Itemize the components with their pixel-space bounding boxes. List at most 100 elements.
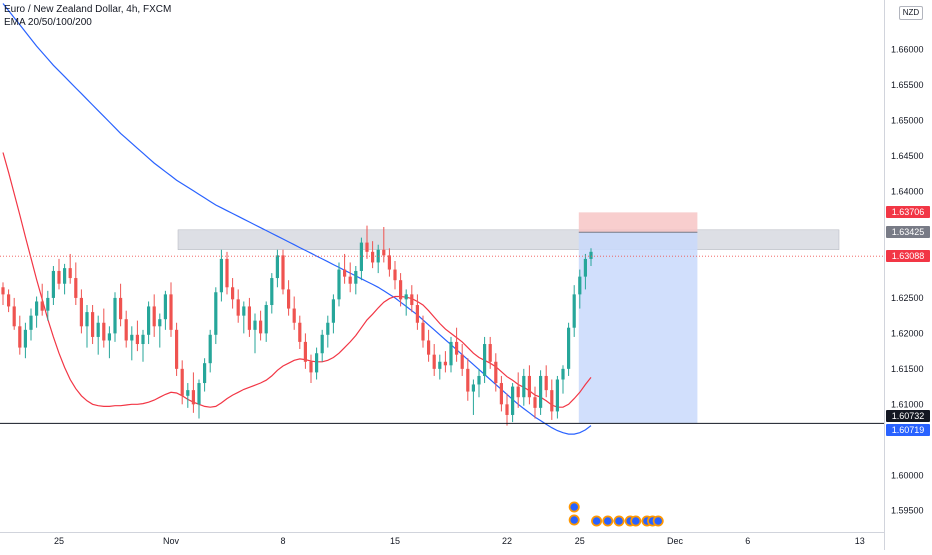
price-label-last: 1.63088 bbox=[886, 250, 930, 263]
indicator-legend[interactable]: EMA 20/50/100/200 bbox=[4, 17, 92, 28]
time-tick-label: 25 bbox=[54, 536, 64, 546]
candle bbox=[191, 372, 195, 413]
candle bbox=[516, 372, 520, 408]
candle bbox=[292, 296, 296, 330]
event-marker-icon[interactable] bbox=[568, 514, 580, 526]
candle-body bbox=[51, 270, 55, 298]
candle bbox=[186, 383, 190, 408]
candle-body bbox=[225, 258, 229, 288]
candle-body bbox=[119, 297, 123, 320]
candle-body bbox=[410, 294, 414, 306]
candle bbox=[214, 287, 218, 345]
candle bbox=[303, 333, 307, 369]
candle bbox=[219, 249, 223, 302]
candle bbox=[130, 326, 134, 361]
candle bbox=[320, 329, 324, 362]
candle-body bbox=[12, 306, 16, 327]
event-marker-icon[interactable] bbox=[630, 515, 642, 527]
candle bbox=[494, 353, 498, 392]
candle-body bbox=[7, 294, 11, 307]
candle-body bbox=[348, 276, 352, 284]
candle-body bbox=[460, 354, 464, 369]
candle-body bbox=[354, 270, 358, 284]
ema-fast-line bbox=[2, 152, 592, 408]
candle bbox=[550, 379, 554, 420]
candle bbox=[578, 269, 582, 309]
candle bbox=[449, 336, 453, 373]
event-dot bbox=[615, 517, 623, 525]
candle-body bbox=[270, 278, 274, 306]
event-marker-icon[interactable] bbox=[613, 515, 625, 527]
candle-body bbox=[298, 322, 302, 342]
candle-body bbox=[79, 297, 83, 327]
candle-body bbox=[309, 361, 313, 373]
candle-body bbox=[158, 319, 162, 327]
candle bbox=[175, 322, 179, 376]
candle-body bbox=[191, 390, 195, 405]
candle bbox=[29, 308, 33, 341]
price-tick-label: 1.65000 bbox=[891, 116, 924, 126]
candle-body bbox=[371, 251, 375, 263]
candle bbox=[589, 248, 593, 266]
candle bbox=[203, 358, 207, 392]
candle-body bbox=[578, 276, 582, 295]
candle bbox=[46, 290, 50, 321]
price-tick-label: 1.62500 bbox=[891, 293, 924, 303]
candle-body bbox=[471, 384, 475, 392]
candle-body bbox=[29, 315, 33, 330]
candle-body bbox=[74, 278, 78, 298]
candle-body bbox=[85, 312, 89, 327]
price-label-support: 1.60732 bbox=[886, 410, 930, 423]
price-tick-label: 1.66000 bbox=[891, 45, 924, 55]
event-marker-icon[interactable] bbox=[602, 515, 614, 527]
candle-body bbox=[63, 268, 67, 284]
price-tick-label: 1.64500 bbox=[891, 151, 924, 161]
candle bbox=[455, 327, 459, 362]
event-marker-icon[interactable] bbox=[652, 515, 664, 527]
candle-body bbox=[180, 368, 184, 396]
candle bbox=[242, 301, 246, 334]
candle-body bbox=[432, 354, 436, 369]
event-marker-icon[interactable] bbox=[568, 501, 580, 513]
candle-body bbox=[449, 341, 453, 366]
candle-body bbox=[281, 255, 285, 290]
candle-body bbox=[477, 375, 481, 385]
candle-body bbox=[242, 306, 246, 316]
candle bbox=[119, 283, 123, 327]
price-label-entry: 1.63425 bbox=[886, 226, 930, 239]
candle bbox=[23, 322, 27, 359]
candle bbox=[365, 225, 369, 259]
time-tick-label: 25 bbox=[575, 536, 585, 546]
candle bbox=[40, 283, 44, 316]
candle bbox=[51, 266, 55, 306]
candle-body bbox=[539, 375, 543, 408]
candle-body bbox=[399, 280, 403, 300]
candle-body bbox=[107, 333, 111, 341]
price-tick-label: 1.59500 bbox=[891, 506, 924, 516]
candle-body bbox=[163, 294, 167, 320]
candle-body bbox=[527, 375, 531, 398]
event-dot bbox=[570, 516, 578, 524]
event-marker-icon[interactable] bbox=[591, 515, 603, 527]
candle bbox=[382, 226, 386, 263]
candle bbox=[371, 241, 375, 269]
candle bbox=[483, 336, 487, 384]
plot-area bbox=[0, 0, 884, 532]
candle bbox=[399, 273, 403, 307]
candle bbox=[96, 315, 100, 355]
currency-badge[interactable]: NZD bbox=[899, 6, 923, 20]
ema-slow-line bbox=[2, 3, 592, 435]
price-tick-label: 1.61500 bbox=[891, 364, 924, 374]
price-tick-label: 1.65500 bbox=[891, 80, 924, 90]
candle bbox=[12, 297, 16, 330]
candle bbox=[527, 365, 531, 405]
candle bbox=[315, 347, 319, 380]
candle-body bbox=[186, 390, 190, 396]
candle bbox=[499, 375, 503, 412]
price-tick-label: 1.61000 bbox=[891, 399, 924, 409]
candle bbox=[539, 370, 543, 415]
candle bbox=[343, 253, 347, 284]
candle bbox=[208, 329, 212, 373]
